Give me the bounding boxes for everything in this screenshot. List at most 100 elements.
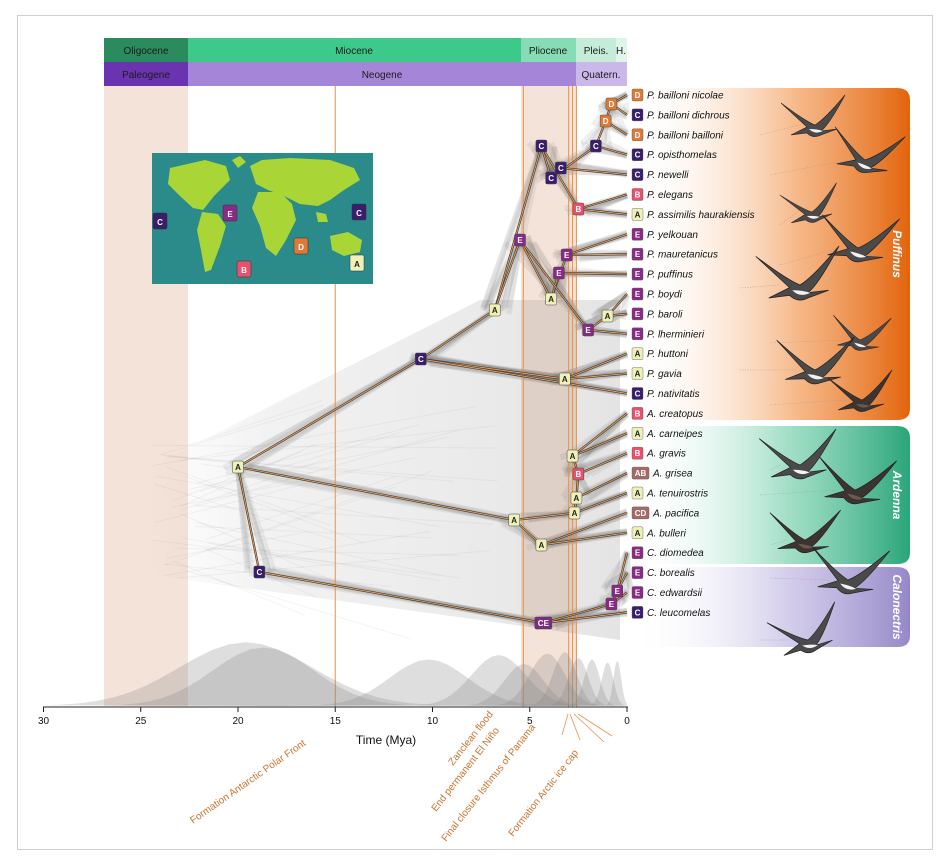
node-area-code: A xyxy=(235,463,241,472)
posterior-tree-strand xyxy=(153,483,338,542)
posterior-tree-branch xyxy=(616,591,630,609)
bird-leader xyxy=(769,464,781,471)
node-area-code: C xyxy=(593,142,599,151)
node-area-label: A xyxy=(568,506,581,520)
map-area-badge xyxy=(236,260,252,278)
node-age-density xyxy=(47,642,445,706)
node-area-code: A xyxy=(572,509,578,518)
node-area-badge xyxy=(545,171,557,185)
node-area-code: E xyxy=(585,326,591,335)
posterior-tree-strand xyxy=(199,432,401,492)
node-age-density xyxy=(311,659,546,706)
tree-branch-highlight xyxy=(578,194,628,210)
node-area-badge xyxy=(566,449,579,463)
posterior-tree-strand xyxy=(159,405,324,456)
node-area-badge xyxy=(514,233,526,247)
map-area-code: D xyxy=(298,243,304,252)
tree-branch-highlight xyxy=(514,512,575,521)
species-name: P. boydi xyxy=(647,290,683,301)
area-badge-code: A xyxy=(635,350,641,359)
tree-branch-highlight xyxy=(566,233,628,256)
map-area-label: A xyxy=(349,254,365,272)
tree-branch-highlight xyxy=(237,466,515,521)
map-area-code: A xyxy=(354,260,360,269)
node-area-badge xyxy=(253,565,266,579)
node-area-badge xyxy=(590,139,602,153)
node-area-label: A xyxy=(566,449,579,463)
posterior-tree-strand xyxy=(181,425,495,461)
posterior-tree-strand xyxy=(164,486,397,566)
area-badge-code: E xyxy=(635,230,641,239)
epoch-label-holocene: H. xyxy=(616,46,626,57)
node-age-density xyxy=(529,652,600,706)
tree-branch-highlight xyxy=(543,611,628,624)
epoch-label-pliocene: Pliocene xyxy=(529,46,568,57)
node-area-label: E xyxy=(553,266,565,280)
tip-row: E C. borealis xyxy=(631,566,695,579)
node-area-label: A xyxy=(545,292,557,306)
area-badge xyxy=(631,586,644,599)
map-area-badge xyxy=(152,212,168,230)
shearwater-illustration xyxy=(827,369,893,412)
node-area-label: C xyxy=(555,161,567,175)
event-label-arctic-ice: Formation Arctic ice cap xyxy=(507,748,582,839)
posterior-tree-strand xyxy=(153,470,355,523)
area-badge xyxy=(631,606,644,619)
posterior-tree-strand xyxy=(188,436,449,490)
node-area-badge xyxy=(232,460,244,474)
tip-row: C P. newelli xyxy=(631,168,689,181)
tip-row: A P. huttoni xyxy=(631,347,689,360)
posterior-tree-branch xyxy=(597,105,628,120)
period-label-quaternary: Quatern. xyxy=(582,70,621,81)
node-area-label: A xyxy=(232,460,244,474)
species-name: P. elegans xyxy=(647,190,693,201)
area-badge-code: A xyxy=(635,529,641,538)
node-area-badge xyxy=(535,538,548,552)
tree-branch-highlight xyxy=(541,532,628,546)
posterior-tree-branch xyxy=(591,193,629,214)
tip-row: CD A. pacifica xyxy=(631,506,700,519)
posterior-tree-strand xyxy=(166,532,305,559)
node-area-code: D xyxy=(603,117,609,126)
period-neogene xyxy=(188,62,576,86)
species-name: A. pacifica xyxy=(652,508,700,519)
area-badge xyxy=(631,267,644,281)
area-badge-code: C xyxy=(635,151,641,160)
posterior-tree-branch xyxy=(483,145,545,312)
node-area-label: C xyxy=(545,171,557,185)
tip-row: E P. yelkouan xyxy=(631,228,698,241)
tip-row: D P. bailloni nicolae xyxy=(631,88,724,102)
epoch-pleistocene xyxy=(576,38,616,62)
species-name: A. grisea xyxy=(652,469,693,480)
node-age-densities xyxy=(47,642,629,706)
area-badge-code: C xyxy=(635,171,641,180)
shearwater-illustration xyxy=(833,315,892,351)
bird-leader xyxy=(769,399,847,406)
species-name: P. huttoni xyxy=(647,349,689,360)
area-badge-code: E xyxy=(635,270,641,279)
area-badge xyxy=(631,427,644,440)
species-name: P. bailloni nicolae xyxy=(647,91,724,102)
node-area-label: E xyxy=(560,248,573,262)
species-name: C. leucomelas xyxy=(647,608,710,619)
species-name: A. bulleri xyxy=(646,528,687,539)
tree-branch-highlight xyxy=(616,552,628,592)
area-badge-code: C xyxy=(635,111,641,120)
area-badge xyxy=(631,108,644,122)
tip-row: E P. puffinus xyxy=(631,267,693,281)
bird-leader xyxy=(759,489,836,496)
map-area-label: C xyxy=(152,212,168,230)
species-name: C. edwardsii xyxy=(647,588,703,599)
tree-branch-highlight xyxy=(259,571,544,624)
posterior-tree-strand xyxy=(195,424,419,484)
species-name: P. yelkouan xyxy=(647,230,698,241)
tree-branch-highlight xyxy=(566,253,628,256)
node-area-badge xyxy=(508,513,520,527)
node-area-code: A xyxy=(548,295,554,304)
tip-row: B A. creatopus xyxy=(631,407,703,420)
shearwater-illustration xyxy=(779,182,837,224)
node-area-code: B xyxy=(575,470,581,479)
area-badge-code: A xyxy=(635,429,641,438)
area-badge xyxy=(631,546,644,559)
posterior-tree-branch xyxy=(624,573,635,590)
